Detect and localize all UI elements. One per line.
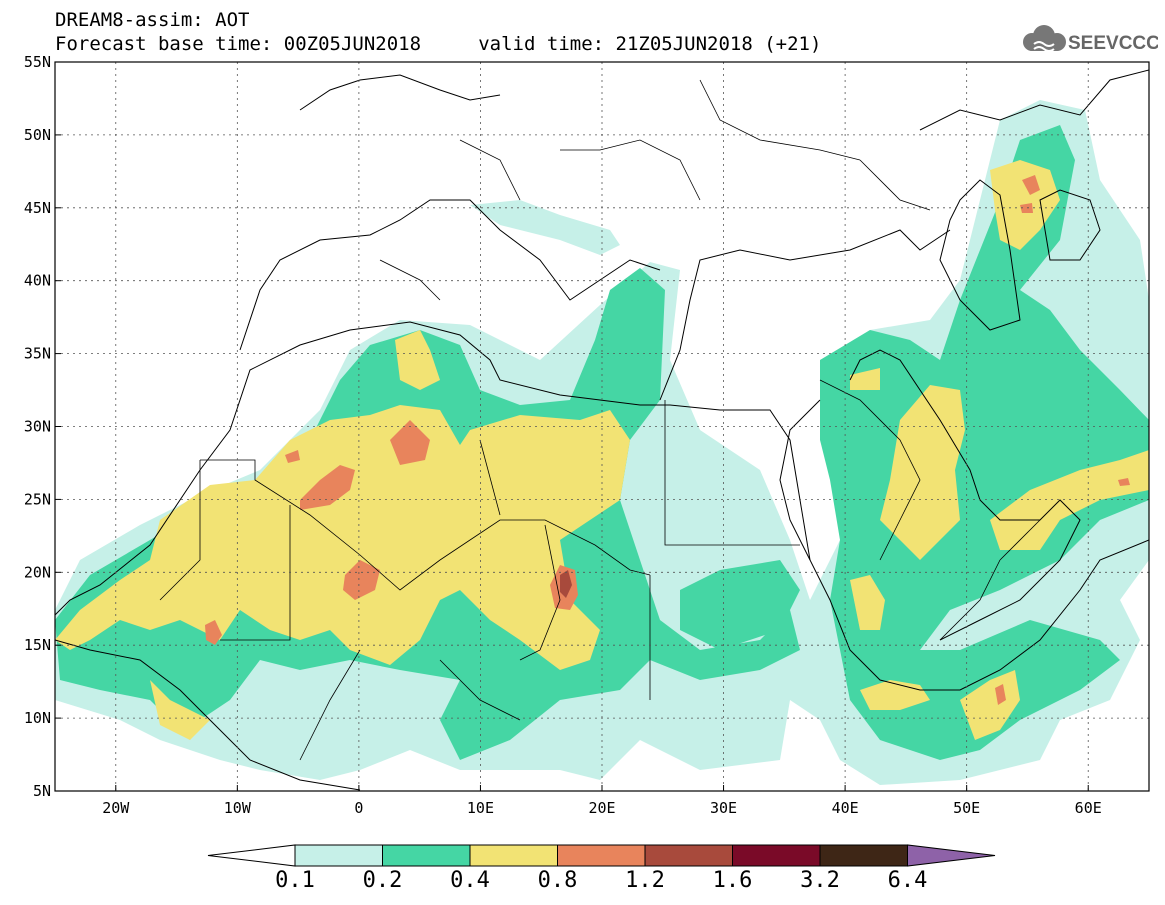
aot-level-0.4-fill [55, 160, 1149, 740]
colorbar-swatch [644, 844, 733, 867]
colorbar-label: 3.2 [800, 868, 840, 893]
graticule [55, 62, 1149, 791]
axis-tick-labels: 55N 50N 45N 40N 35N 30N 25N 20N 15N 10N 5N 20W 10W 0 1… [24, 53, 1102, 817]
colorbar-label: 0.8 [537, 868, 578, 893]
colorbar-label: 0.1 [275, 868, 315, 893]
lat-tick-label: 15N [24, 636, 51, 654]
colorbar-label: 0.4 [450, 868, 490, 893]
colorbar-swatch [819, 844, 908, 867]
colorbar-swatch [382, 844, 471, 867]
colorbar-swatch [732, 844, 821, 867]
forecast-time-line: Forecast base time: 00Z05JUN2018 valid t… [55, 33, 822, 55]
lon-tick-label: 40E [832, 799, 859, 817]
lat-tick-label: 50N [24, 126, 51, 144]
lon-tick-label: 10W [224, 799, 252, 817]
logo-text: SEEVCCC [1068, 33, 1158, 54]
lon-tick-label: 30E [710, 799, 737, 817]
colorbar-label: 0.2 [362, 868, 403, 893]
lat-tick-label: 40N [24, 272, 51, 290]
colorbar-under-arrow [207, 844, 296, 867]
lat-tick-label: 30N [24, 418, 51, 436]
coastlines [55, 69, 1149, 791]
lat-tick-label: 25N [24, 490, 51, 508]
axis-ticks [55, 61, 1089, 792]
lon-tick-label: 60E [1075, 799, 1102, 817]
colorbar-over-arrow [907, 844, 996, 867]
lat-tick-label: 35N [24, 345, 51, 363]
map-title: DREAM8-assim: AOT [55, 9, 250, 31]
country-borders [159, 79, 1041, 761]
colorbar-swatch [469, 844, 558, 867]
seevccc-logo: SEEVCCC [1018, 22, 1160, 58]
aot-level-1.2-fill [560, 570, 572, 598]
lon-tick-label: 0 [354, 799, 363, 817]
lat-tick-label: 45N [24, 199, 51, 217]
lat-tick-label: 20N [24, 563, 51, 581]
colorbar-label: 1.6 [712, 868, 753, 893]
aot-level-0.8-fill [205, 175, 1130, 705]
colorbar-label: 6.4 [887, 868, 928, 893]
colorbar-label: 1.2 [625, 868, 665, 893]
lon-tick-label: 10E [467, 799, 494, 817]
lon-tick-label: 20E [588, 799, 615, 817]
lat-tick-label: 5N [33, 782, 51, 800]
colorbar-swatch [557, 844, 646, 867]
colorbar-swatch [294, 844, 383, 867]
lon-tick-label: 50E [953, 799, 980, 817]
lon-tick-label: 20W [102, 799, 130, 817]
lat-tick-label: 55N [24, 53, 51, 71]
map-area [55, 62, 1149, 791]
lat-tick-label: 10N [24, 709, 51, 727]
